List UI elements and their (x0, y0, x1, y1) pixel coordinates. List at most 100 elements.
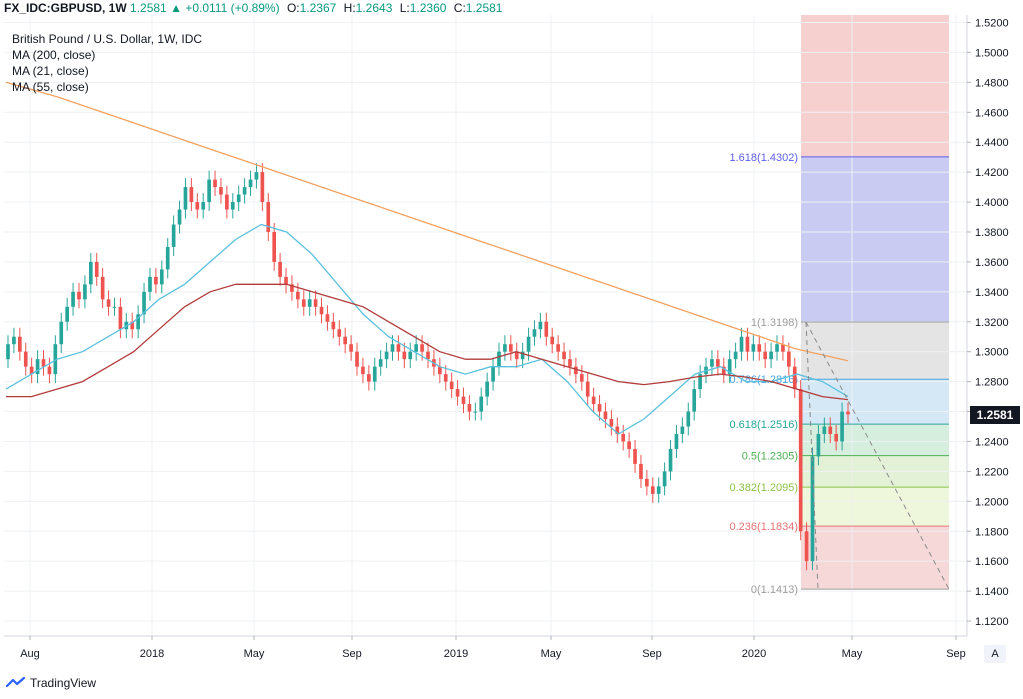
fib-zone-0 (801, 15, 949, 157)
candle-body-102 (609, 419, 614, 427)
price-tick-label-4: 1.4400 (975, 137, 1009, 149)
candle-body-6 (41, 359, 46, 367)
ma-200-line (5, 81, 849, 362)
fib-zone-2 (801, 322, 949, 380)
candle-body-46 (278, 261, 282, 277)
candle-body-122 (727, 359, 732, 375)
candle-body-65 (390, 344, 395, 352)
candle-body-136 (810, 456, 815, 562)
candle-body-140 (834, 433, 839, 442)
candle-body-17 (106, 299, 111, 307)
ma-21-line (5, 223, 849, 435)
candle-body-109 (650, 486, 655, 494)
price-tick-label-6: 1.4000 (975, 197, 1009, 209)
fib-label-3: 0.618(1.2516) (730, 419, 799, 431)
candle-body-117 (698, 374, 702, 390)
price-tick-label-19: 1.1400 (975, 586, 1009, 598)
candle-body-77 (461, 396, 466, 405)
candle-body-111 (662, 471, 667, 487)
price-tick-label-20: 1.1200 (975, 616, 1009, 628)
candle-body-78 (467, 404, 472, 412)
price-tick-label-10: 1.3200 (975, 317, 1009, 329)
fib-label-6: 0.236(1.1834) (730, 521, 799, 533)
candle-body-18 (112, 306, 117, 308)
candle-body-106 (633, 448, 637, 464)
candle-body-69 (414, 344, 419, 352)
candle-body-92 (550, 336, 555, 345)
candle-body-139 (828, 426, 833, 434)
candle-body-37 (225, 194, 229, 210)
candle-body-66 (396, 344, 401, 352)
time-tick-label-0: Aug (20, 648, 40, 660)
candle-body-16 (100, 276, 105, 300)
legend-ma-21[interactable]: MA (21, close) (12, 64, 89, 78)
candle-body-130 (775, 344, 779, 352)
candle-body-110 (656, 486, 661, 494)
candle-body-103 (615, 426, 620, 434)
candle-body-142 (846, 411, 850, 415)
candle-body-33 (201, 202, 206, 210)
price-tick-label-15: 1.2200 (975, 466, 1009, 478)
candle-body-128 (763, 351, 768, 360)
candle-body-98 (585, 381, 590, 397)
candle-body-36 (219, 187, 223, 195)
low-label: L: (399, 1, 410, 15)
high-value: 1.2643 (355, 1, 393, 15)
candle-body-25 (154, 276, 158, 285)
candle-body-53 (319, 306, 324, 315)
candle-body-91 (544, 321, 549, 337)
candle-body-97 (579, 374, 584, 382)
candle-body-84 (503, 344, 507, 352)
candle-body-131 (781, 344, 785, 352)
candle-body-94 (562, 351, 566, 360)
candle-body-50 (301, 299, 306, 307)
tradingview-label: TradingView (30, 676, 97, 690)
candle-body-56 (337, 329, 342, 337)
price-tick-label-9: 1.3400 (975, 287, 1009, 299)
candle-body-134 (798, 389, 803, 532)
price-tick-label-8: 1.3600 (975, 257, 1009, 269)
candle-body-67 (402, 351, 407, 360)
candle-body-95 (568, 359, 572, 367)
candle-body-82 (491, 366, 495, 382)
candle-body-120 (716, 359, 720, 367)
price-tick-label-1: 1.5000 (975, 47, 1009, 59)
candle-body-15 (94, 261, 99, 277)
candle-body-138 (822, 426, 827, 434)
open-value: 1.2367 (299, 1, 337, 15)
candle-body-57 (343, 336, 348, 345)
legend-ma-55[interactable]: MA (55, close) (12, 80, 89, 94)
auto-scale-button[interactable]: A (984, 645, 1006, 663)
candle-body-44 (266, 202, 271, 232)
candle-body-121 (721, 366, 726, 375)
candle-body-2 (17, 336, 22, 352)
candle-body-14 (88, 261, 93, 285)
symbol-name[interactable]: FX_IDC:GBPUSD, 1W (4, 1, 127, 15)
candle-body-88 (526, 336, 531, 352)
candle-body-32 (195, 202, 200, 210)
symbol-header: FX_IDC:GBPUSD, 1W 1.2581 ▲ +0.0111 (+0.8… (4, 0, 502, 16)
fib-zone-7 (801, 526, 949, 590)
time-tick-label-1: 2018 (140, 648, 164, 660)
candle-body-73 (437, 366, 442, 375)
candle-body-112 (668, 448, 673, 472)
candle-body-87 (520, 351, 525, 360)
legend-ma-200[interactable]: MA (200, close) (12, 48, 96, 62)
candle-body-70 (420, 344, 424, 352)
candle-body-26 (159, 269, 164, 285)
time-tick-label-6: Sep (642, 648, 662, 660)
tradingview-logo-icon (6, 676, 26, 688)
time-tick-label-5: May (541, 648, 562, 660)
candle-body-99 (591, 396, 596, 405)
candle-body-3 (23, 351, 28, 367)
candle-body-81 (485, 381, 489, 397)
candle-body-64 (384, 351, 389, 360)
tradingview-branding[interactable]: TradingView (6, 676, 96, 690)
fib-label-5: 0.382(1.2095) (730, 482, 799, 494)
candle-body-141 (840, 411, 844, 442)
candle-body-45 (272, 231, 277, 262)
candle-body-105 (627, 441, 631, 449)
candle-body-28 (171, 224, 176, 247)
